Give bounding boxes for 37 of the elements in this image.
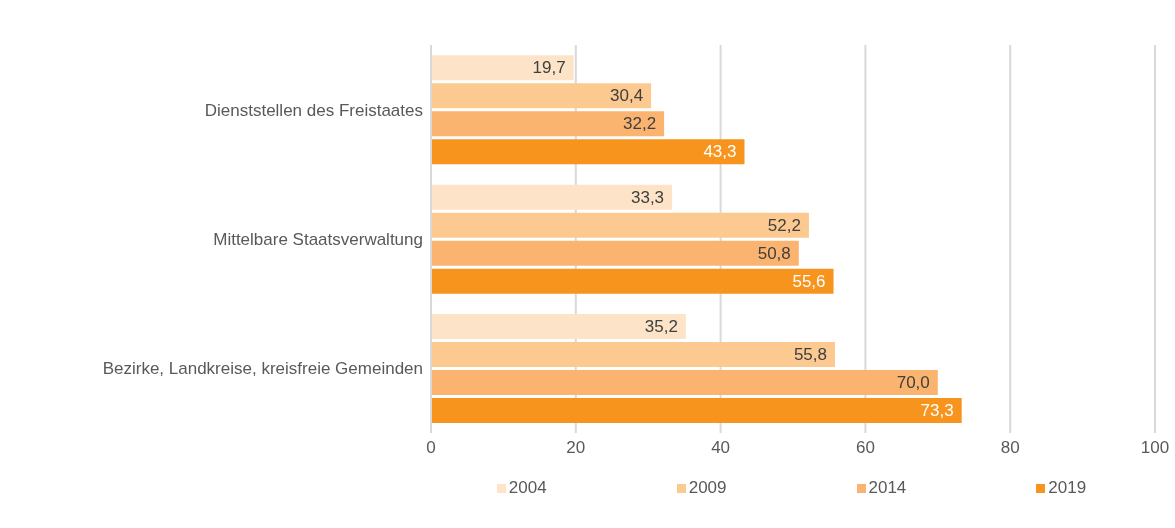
bar: [431, 212, 809, 238]
text: 55,8: [793, 345, 827, 365]
bar: [431, 111, 665, 137]
text: 52,2: [767, 215, 801, 235]
x-tick-label: 20: [566, 438, 586, 458]
x-tick-label: 60: [855, 438, 875, 458]
text: 19,7: [532, 58, 566, 78]
text: 32,2: [623, 114, 657, 134]
bar: [431, 370, 938, 396]
legend-label: 2009: [687, 478, 727, 498]
text: 70,0: [896, 373, 930, 393]
y-tick-label: Dienststellen des Freistaates: [204, 100, 423, 120]
bar: [431, 268, 834, 294]
legend-label: 2014: [867, 478, 907, 498]
x-tick-label: 0: [426, 438, 436, 458]
legend-label: 2004: [507, 478, 547, 498]
bar: [431, 184, 673, 210]
x-tick-label: 100: [1140, 438, 1170, 458]
y-tick-label: Mittelbare Staatsverwaltung: [213, 230, 423, 250]
text: 73,3: [920, 401, 954, 421]
x-tick-label: 40: [711, 438, 731, 458]
bar: [431, 55, 574, 81]
text: 30,4: [610, 86, 644, 106]
bar: [431, 240, 799, 266]
text: 55,6: [792, 271, 826, 291]
bar: [431, 139, 745, 165]
x-tick-label: 80: [1000, 438, 1020, 458]
bar: [431, 83, 652, 109]
bar: [431, 342, 835, 368]
bar: [431, 398, 962, 424]
bar: [431, 314, 686, 340]
text: 50,8: [757, 243, 791, 263]
legend-label: 2019: [1047, 478, 1087, 498]
text: 33,3: [631, 187, 665, 207]
y-tick-label: Bezirke, Landkreise, kreisfreie Gemeinden: [102, 359, 423, 379]
text: 43,3: [703, 142, 737, 162]
text: 35,2: [644, 317, 678, 337]
